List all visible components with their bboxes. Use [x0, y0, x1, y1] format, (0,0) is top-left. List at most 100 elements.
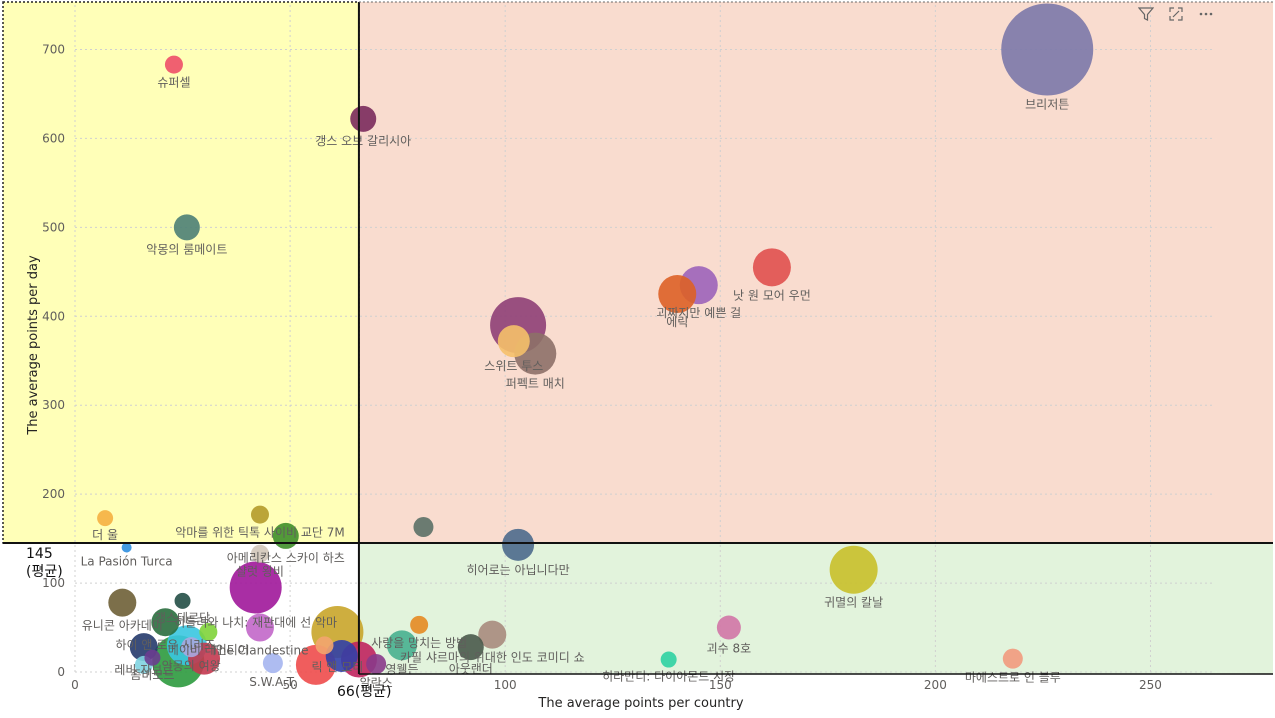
- y-tick-label: 300: [42, 398, 65, 412]
- data-point-label: S.W.A.T.: [249, 675, 296, 689]
- data-point-label: 낫 원 모어 우먼: [733, 288, 811, 302]
- data-point-label: 사랑을 망치는 방법: [371, 636, 467, 650]
- data-point: [658, 275, 697, 314]
- data-point: [144, 649, 161, 666]
- more-options-icon[interactable]: [1197, 6, 1215, 24]
- data-point: [660, 651, 677, 668]
- data-point-label: 더 울: [92, 528, 118, 542]
- data-point-label: 괴짜지만 예쁜 걸: [656, 306, 741, 320]
- x-tick-label: 50: [282, 678, 297, 692]
- data-point-label: 레비 자보르: [114, 663, 173, 677]
- y-tick-label: 200: [42, 487, 65, 501]
- data-point: [829, 545, 878, 594]
- data-point-label: 브리저튼: [1025, 97, 1069, 111]
- data-point: [350, 105, 377, 132]
- data-point-label: La Pasión Turca: [81, 554, 173, 568]
- x-tick-label: 100: [494, 678, 517, 692]
- quadrant-backgrounds: [3, 2, 1273, 674]
- y-tick-label: 600: [42, 131, 65, 145]
- data-point: [410, 615, 429, 634]
- y-tick-label: 700: [42, 42, 65, 56]
- data-point: [229, 561, 282, 614]
- data-point-label: 악마를 위한 틱톡 사이비 교단 7M: [175, 526, 345, 540]
- focus-mode-icon[interactable]: [1167, 6, 1185, 24]
- data-point: [164, 55, 183, 74]
- quadrant-top-right: [358, 2, 1273, 544]
- data-point: [108, 588, 137, 617]
- data-point-label: 아메리칸스 스카이 하츠: [227, 551, 345, 565]
- data-point-label: 카필 샤르마의 위대한 인도 코미디 쇼: [400, 651, 585, 665]
- data-point: [716, 615, 741, 640]
- y-axis-label: The average points per day: [26, 255, 41, 436]
- x-tick-label: 150: [709, 678, 732, 692]
- data-point-label: 유니콘 아카데미: [82, 619, 163, 633]
- data-point: [1001, 3, 1094, 96]
- data-point: [250, 544, 269, 563]
- data-point-label: 릭 앤 모티: [312, 660, 364, 674]
- data-point-label: 히어로는 아닙니다만: [467, 563, 570, 577]
- x-tick-label: 200: [924, 678, 947, 692]
- data-point: [199, 622, 218, 641]
- data-point: [174, 592, 191, 609]
- data-point-label: 샬럿 왕비: [236, 565, 284, 579]
- data-point-label: 귀멸의 칼날: [824, 596, 883, 610]
- data-point: [325, 639, 358, 672]
- data-point: [315, 636, 334, 655]
- y-average-label: 145 (평균): [26, 545, 63, 581]
- quadrant-border-top-left: [2, 1, 360, 544]
- data-point: [366, 653, 387, 674]
- y-tick-label: 100: [42, 576, 65, 590]
- visual-header-toolbar: [1137, 6, 1215, 24]
- data-point-label: 히라만디: 다이아몬드 시장: [602, 670, 735, 684]
- data-point: [413, 517, 434, 538]
- x-tick-label: 250: [1139, 678, 1162, 692]
- data-point-label: 알란스: [360, 676, 393, 690]
- data-point-label: 에릭: [666, 315, 688, 329]
- data-point: [752, 248, 791, 287]
- data-point: [181, 637, 202, 658]
- data-point: [262, 653, 283, 674]
- data-point-label: 베이비 레인디어: [168, 643, 249, 657]
- y-tick-label: 0: [57, 665, 65, 679]
- data-point-label: 스위트 투스: [484, 359, 543, 373]
- data-point: [478, 620, 507, 649]
- data-point-label: 갱스테르담: [155, 611, 210, 625]
- data-point-label: 히틀러와 나치: 재판대에 선 악마: [174, 616, 337, 630]
- x-axis-label: The average points per country: [537, 696, 743, 711]
- data-point-label: 좀비모드: [130, 668, 174, 682]
- data-point: [121, 542, 132, 553]
- data-point-label: 갱스 오브 갈리시아: [315, 134, 411, 148]
- data-point: [497, 325, 530, 358]
- data-point: [97, 510, 114, 527]
- data-point: [151, 608, 180, 637]
- y-axis-ticks: 0 100 200 300 400 500 600 700: [42, 42, 65, 679]
- data-point: [457, 634, 484, 661]
- filter-icon[interactable]: [1137, 6, 1155, 24]
- data-point-label: 퍼펙트 매치: [506, 377, 565, 391]
- x-axis-ticks: 0 50 100 150 200 250: [71, 678, 1162, 692]
- quadrant-bottom-right: [358, 543, 1273, 674]
- y-tick-label: 400: [42, 309, 65, 323]
- x-tick-label: 0: [71, 678, 79, 692]
- data-point-label: The Clandestine: [210, 644, 308, 658]
- data-point-label: 마에스트로 인 블루: [965, 671, 1061, 685]
- data-point-label: 악몽의 여왕: [162, 659, 221, 673]
- y-average-suffix: (평균): [26, 564, 63, 580]
- data-point: [245, 613, 274, 642]
- quadrant-top-left: [3, 2, 359, 544]
- data-point: [502, 528, 535, 561]
- data-point-label: 영웰든: [385, 662, 418, 676]
- data-point-label: 하이 앤 로우 시리즈: [115, 638, 215, 652]
- quadrant-borders: [2, 1, 1273, 675]
- y-tick-label: 500: [42, 220, 65, 234]
- data-point: [250, 505, 269, 524]
- data-point: [386, 630, 417, 661]
- data-point-label: 괴수 8호: [707, 642, 752, 656]
- x-average-label: 66(평균): [337, 684, 392, 700]
- data-point: [173, 214, 200, 241]
- data-point-label: 아웃랜더: [449, 662, 493, 676]
- data-point-label: 슈퍼셀: [157, 76, 190, 90]
- data-point-label: 악몽의 룸메이트: [146, 242, 227, 256]
